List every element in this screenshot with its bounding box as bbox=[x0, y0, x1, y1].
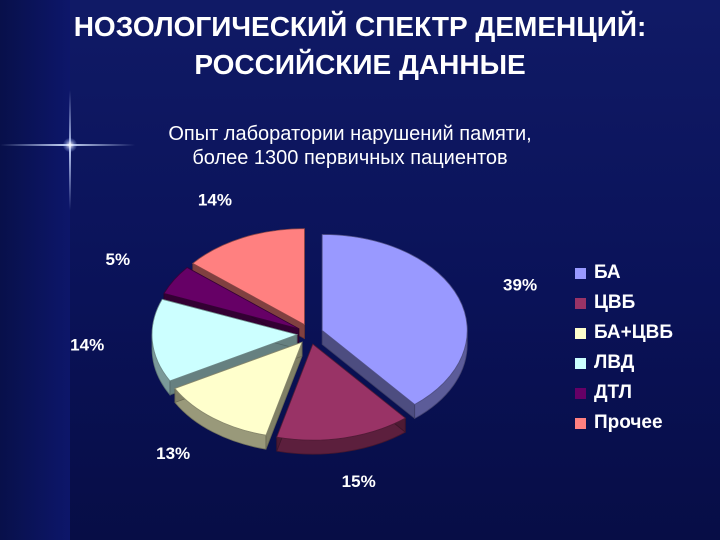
pie-data-label-5: 14% bbox=[198, 191, 232, 210]
legend-item-5: Прочее bbox=[575, 408, 673, 438]
legend-item-2: БА+ЦВБ bbox=[575, 318, 673, 348]
slide-title-line-1: НОЗОЛОГИЧЕСКИЙ СПЕКТР ДЕМЕНЦИЙ: bbox=[73, 11, 647, 42]
legend-swatch-1 bbox=[575, 297, 586, 309]
slide-subtitle: Опыт лаборатории нарушений памяти, более… bbox=[115, 122, 585, 170]
pie-slice-top-1 bbox=[276, 343, 406, 441]
legend-item-0: БА bbox=[575, 258, 673, 288]
pie-slice-top-0 bbox=[321, 234, 468, 405]
pie-slice-top-2 bbox=[174, 341, 303, 436]
legend-label-0: БА bbox=[594, 262, 621, 283]
pie-slice-1 bbox=[276, 343, 406, 455]
pie-slice-top-5 bbox=[192, 228, 305, 326]
pie-data-label-2: 13% bbox=[156, 444, 190, 463]
pie-data-label-0: 39% bbox=[503, 275, 537, 294]
legend-label-4: ДТЛ bbox=[594, 382, 632, 403]
chart-legend: БА ЦВБ БА+ЦВБ ЛВД ДТЛ Прочее bbox=[575, 258, 673, 438]
legend-item-4: ДТЛ bbox=[575, 378, 673, 408]
slide-subtitle-line-2: более 1300 первичных пациентов bbox=[192, 147, 508, 169]
pie-slice-top-4 bbox=[163, 267, 300, 330]
legend-swatch-0 bbox=[575, 267, 586, 279]
slide-subtitle-line-1: Опыт лаборатории нарушений памяти, bbox=[168, 123, 532, 145]
legend-label-5: Прочее bbox=[594, 412, 663, 433]
pie-slice-top-3 bbox=[151, 298, 299, 382]
legend-label-2: БА+ЦВБ bbox=[594, 322, 674, 343]
legend-swatch-3 bbox=[575, 357, 586, 369]
pie-data-label-3: 14% bbox=[70, 335, 104, 354]
legend-swatch-2 bbox=[575, 327, 586, 339]
slide-title-line-2: РОССИЙСКИЕ ДАННЫЕ bbox=[194, 49, 526, 80]
left-decor-band bbox=[0, 0, 70, 540]
sparkle-star-icon bbox=[63, 138, 77, 152]
legend-swatch-4 bbox=[575, 387, 586, 399]
legend-swatch-5 bbox=[575, 417, 586, 429]
legend-label-1: ЦВБ bbox=[594, 292, 636, 313]
legend-item-1: ЦВБ bbox=[575, 288, 673, 318]
pie-slice-0 bbox=[321, 234, 468, 420]
pie-slice-2 bbox=[174, 341, 303, 450]
pie-data-label-1: 15% bbox=[342, 472, 376, 491]
legend-item-3: ЛВД bbox=[575, 348, 673, 378]
legend-label-3: ЛВД bbox=[594, 352, 635, 373]
pie-data-label-4: 5% bbox=[106, 250, 131, 269]
slide-title: НОЗОЛОГИЧЕСКИЙ СПЕКТР ДЕМЕНЦИЙ: РОССИЙСК… bbox=[0, 8, 720, 84]
